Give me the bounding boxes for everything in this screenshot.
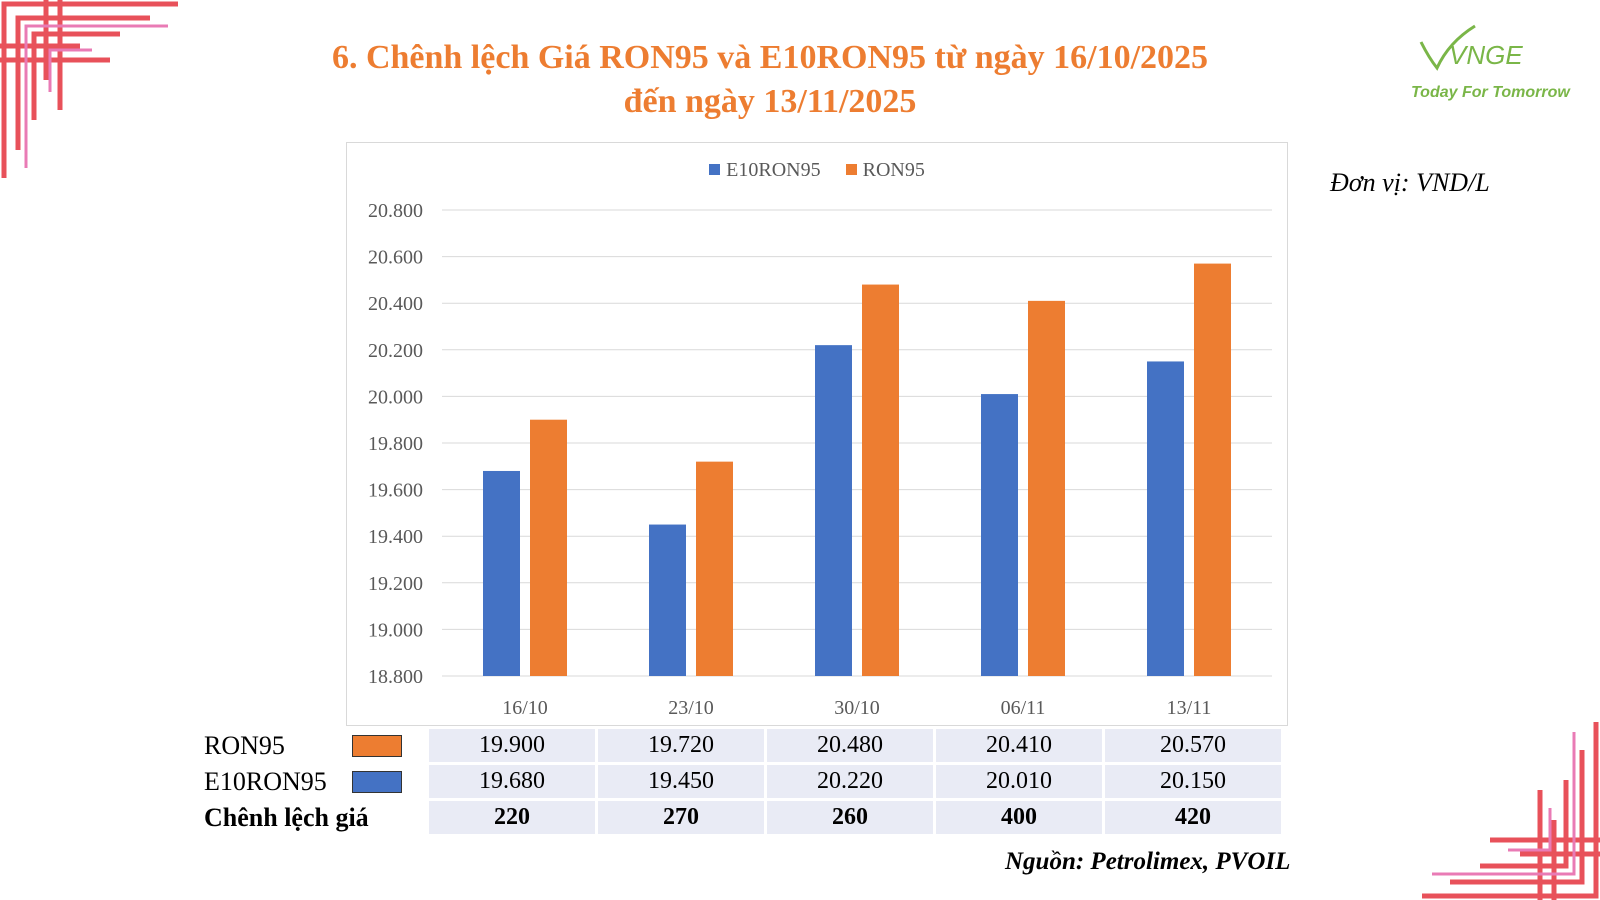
y-tick-label: 18.800 [368,666,423,688]
bar-e10ron95-4 [1147,361,1184,676]
bar-e10ron95-0 [483,470,520,676]
table-row-e10ron95: E10RON95 19.680 19.450 20.220 20.010 20.… [204,765,1281,798]
table-cell: 220 [429,801,595,834]
x-tick-label: 23/10 [668,697,714,719]
chart-title-line-1: 6. Chênh lệch Giá RON95 và E10RON95 từ n… [331,39,1209,76]
x-tick-label: 16/10 [502,697,548,719]
y-tick-label: 20.600 [368,247,423,269]
table-cell: 20.150 [1105,765,1281,798]
table-cell: 270 [598,801,764,834]
legend-item-ron95: RON95 [845,159,925,182]
legend-swatch-ron95 [845,164,857,175]
table-cell: 20.410 [936,729,1102,762]
y-tick-label: 19.000 [368,619,423,641]
chart-title-line-2: đến ngày 13/11/2025 [623,83,917,120]
legend-item-e10ron95: E10RON95 [709,159,821,182]
logo-name: VNGE [1449,40,1523,70]
y-tick-label: 19.600 [368,480,423,502]
x-tick-label: 13/11 [1167,697,1212,719]
table-cell: 19.680 [429,765,595,798]
legend-swatch-e10ron95 [709,164,721,175]
y-tick-label: 19.400 [368,526,423,548]
source-note: Nguồn: Petrolimex, PVOIL [1005,848,1291,875]
table-cell: 400 [936,801,1102,834]
corner-ornament-top-left [0,0,178,178]
leaf-check-icon [1419,24,1476,71]
table-cell: 20.010 [936,765,1102,798]
y-tick-label: 20.800 [368,200,423,222]
table-cell: 19.450 [598,765,764,798]
unit-label: Đơn vị: VND/L [1330,168,1490,197]
x-tick-label: 30/10 [834,697,880,719]
table-cell: 20.220 [767,765,933,798]
price-data-table: RON95 19.900 19.720 20.480 20.410 20.570… [201,726,1284,837]
table-cell: 420 [1105,801,1281,834]
chart-area: E10RON95 RON95 20.800 20.600 20.400 20.200 2… [346,142,1288,726]
bar-ron95-2 [862,284,899,676]
table-row-ron95: RON95 19.900 19.720 20.480 20.410 20.570 [204,729,1281,762]
y-tick-label: 19.800 [368,433,423,455]
table-cell: 20.570 [1105,729,1281,762]
row-label-ron95: RON95 [204,729,426,762]
ron95-color-swatch [352,735,402,757]
y-tick-label: 20.400 [368,293,423,315]
row-label-e10ron95: E10RON95 [204,765,426,798]
bar-e10ron95-1 [649,524,686,676]
table-cell: 260 [767,801,933,834]
y-tick-label: 20.200 [368,340,423,362]
x-tick-label: 06/11 [1001,697,1046,719]
y-tick-label: 19.200 [368,573,423,595]
vnge-logo: VNGE Today For Tomorrow [1395,18,1585,108]
e10ron95-color-swatch [352,771,402,793]
bar-ron95-0 [530,419,567,676]
corner-ornament-bottom-right [1422,722,1600,900]
row-label-e10ron95-text: E10RON95 [204,766,327,796]
y-tick-label: 20.000 [368,386,423,408]
chart-legend: E10RON95 RON95 [347,159,1287,182]
bar-ron95-1 [696,461,733,676]
bar-ron95-3 [1028,300,1065,676]
bar-e10ron95-3 [981,394,1018,676]
table-row-price-difference: Chênh lệch giá 220 270 260 400 420 [204,801,1281,834]
bar-ron95-4 [1194,263,1231,676]
legend-label-ron95: RON95 [862,159,925,181]
table-cell: 19.720 [598,729,764,762]
bar-chart-svg: 20.800 20.600 20.400 20.200 20.000 19.800 19.6… [368,200,1272,719]
legend-label-e10ron95: E10RON95 [726,159,821,181]
row-label-ron95-text: RON95 [204,730,285,760]
table-cell: 20.480 [767,729,933,762]
table-cell: 19.900 [429,729,595,762]
row-label-price-difference: Chênh lệch giá [204,801,426,834]
logo-tagline: Today For Tomorrow [1411,84,1570,101]
bar-e10ron95-2 [815,345,852,676]
